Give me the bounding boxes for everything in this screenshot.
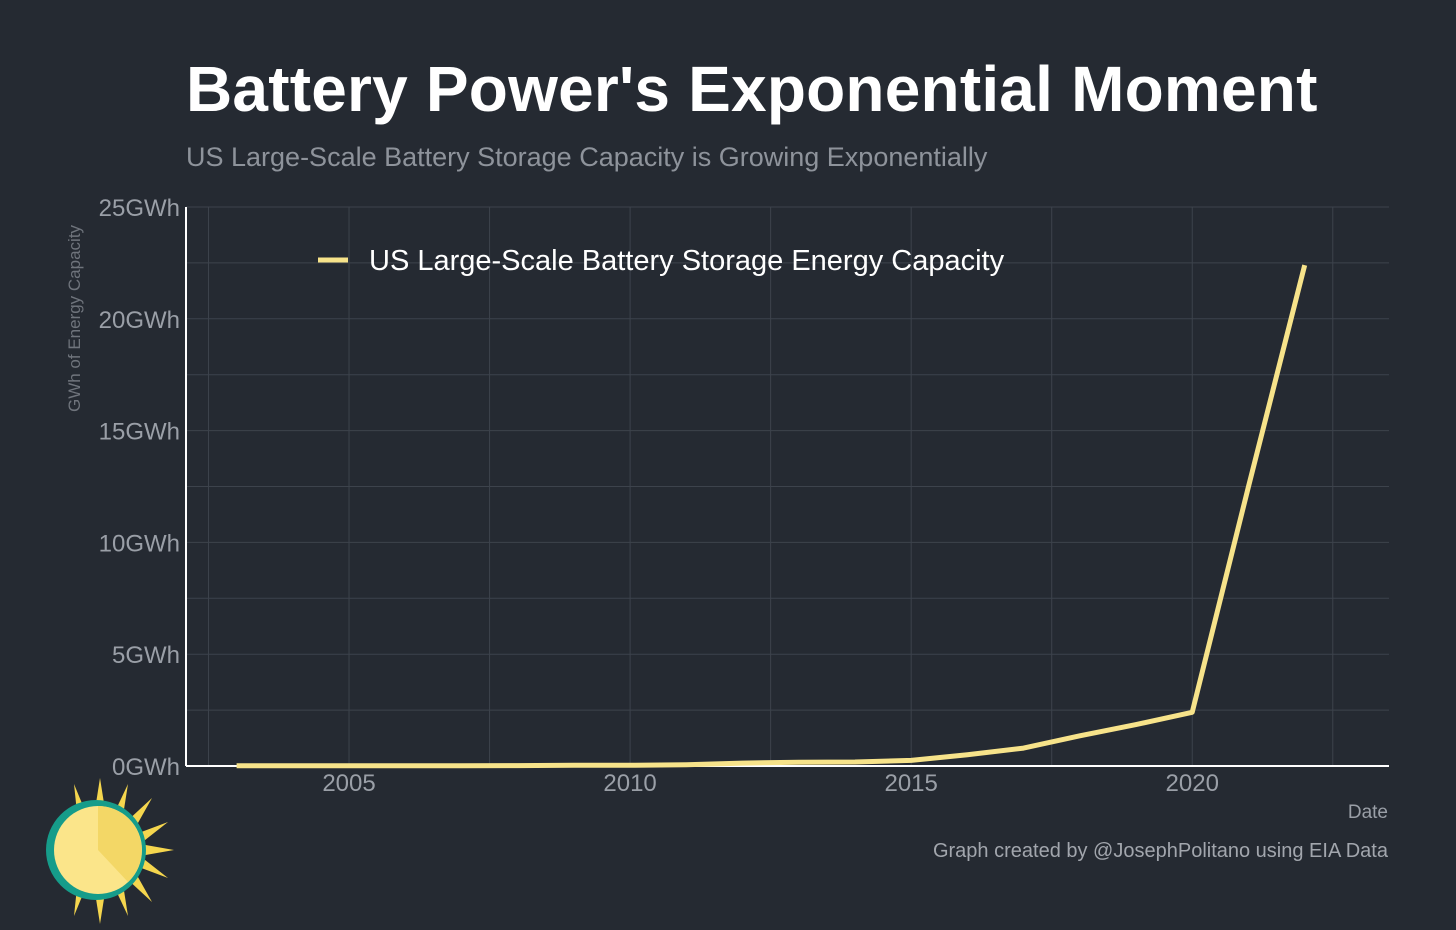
y-axis-title: GWh of Energy Capacity <box>65 224 84 412</box>
x-axis-title: Date <box>1348 802 1388 823</box>
x-tick-label: 2015 <box>884 770 937 797</box>
y-tick-label: 0GWh <box>112 754 180 781</box>
chart-title: Battery Power's Exponential Moment <box>186 53 1318 125</box>
sun-logo-icon <box>46 778 174 924</box>
x-tick-label: 2010 <box>603 770 656 797</box>
legend: US Large-Scale Battery Storage Energy Ca… <box>318 245 1005 277</box>
grid <box>186 206 1389 766</box>
y-tick-label: 25GWh <box>99 195 180 222</box>
series-lines <box>236 264 1308 769</box>
y-tick-label: 10GWh <box>99 530 180 557</box>
x-tick-label: 2020 <box>1166 770 1219 797</box>
chart-subtitle: US Large-Scale Battery Storage Capacity … <box>186 142 988 172</box>
y-tick-label: 20GWh <box>99 307 180 334</box>
source-credit: Graph created by @JosephPolitano using E… <box>932 840 1388 862</box>
x-tick-label: 2005 <box>322 770 375 797</box>
y-tick-label: 15GWh <box>99 419 180 446</box>
series-line <box>236 264 1308 769</box>
axis-labels: 0GWh 5GWh 10GWh 15GWh 20GWh 25GWh 2005 2010 2015… <box>65 195 1388 823</box>
y-tick-label: 5GWh <box>112 642 180 669</box>
legend-label: US Large-Scale Battery Storage Energy Ca… <box>369 245 1005 277</box>
